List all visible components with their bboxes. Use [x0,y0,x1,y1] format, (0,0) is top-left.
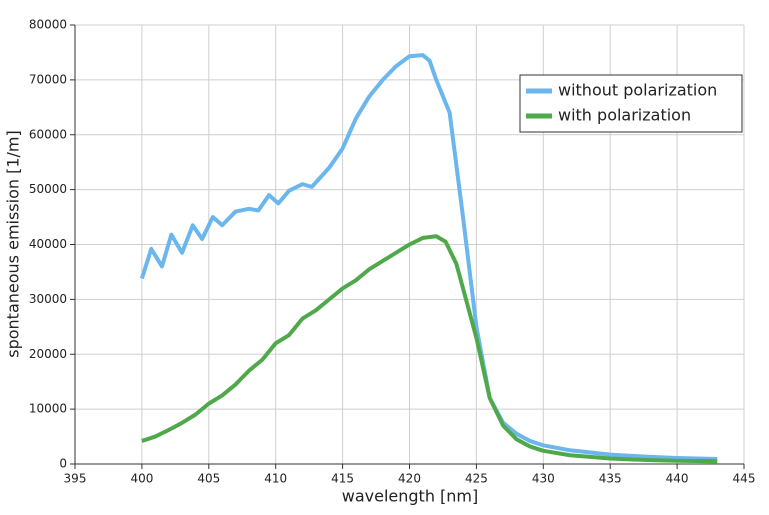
y-tick-label: 10000 [29,402,67,416]
x-tick-label: 420 [398,472,421,486]
x-tick-label: 400 [130,472,153,486]
x-tick-label: 395 [64,472,87,486]
x-tick-label: 410 [264,472,287,486]
legend-box [519,74,743,133]
y-tick-label: 20000 [29,347,67,361]
y-tick-label: 40000 [29,237,67,251]
y-tick-label: 60000 [29,127,67,141]
x-tick-label: 440 [666,472,689,486]
y-tick-label: 50000 [29,182,67,196]
x-tick-label: 430 [532,472,555,486]
x-tick-label: 415 [331,472,354,486]
x-tick-label: 405 [197,472,220,486]
legend-label: with polarization [558,106,691,125]
y-tick-label: 80000 [29,18,67,32]
x-tick-label: 445 [733,472,756,486]
x-tick-label: 435 [599,472,622,486]
x-axis-title: wavelength [nm] [342,487,479,506]
y-axis-title: spontaneous emission [1/m] [4,130,23,357]
y-tick-label: 70000 [29,72,67,86]
y-tick-label: 30000 [29,292,67,306]
line-series [139,53,718,462]
line-series [141,234,718,464]
x-tick-label: 425 [465,472,488,486]
legend: without polarization with polarization [519,74,743,133]
y-tick-label: 0 [59,457,67,471]
legend-label: without polarization [558,81,717,100]
